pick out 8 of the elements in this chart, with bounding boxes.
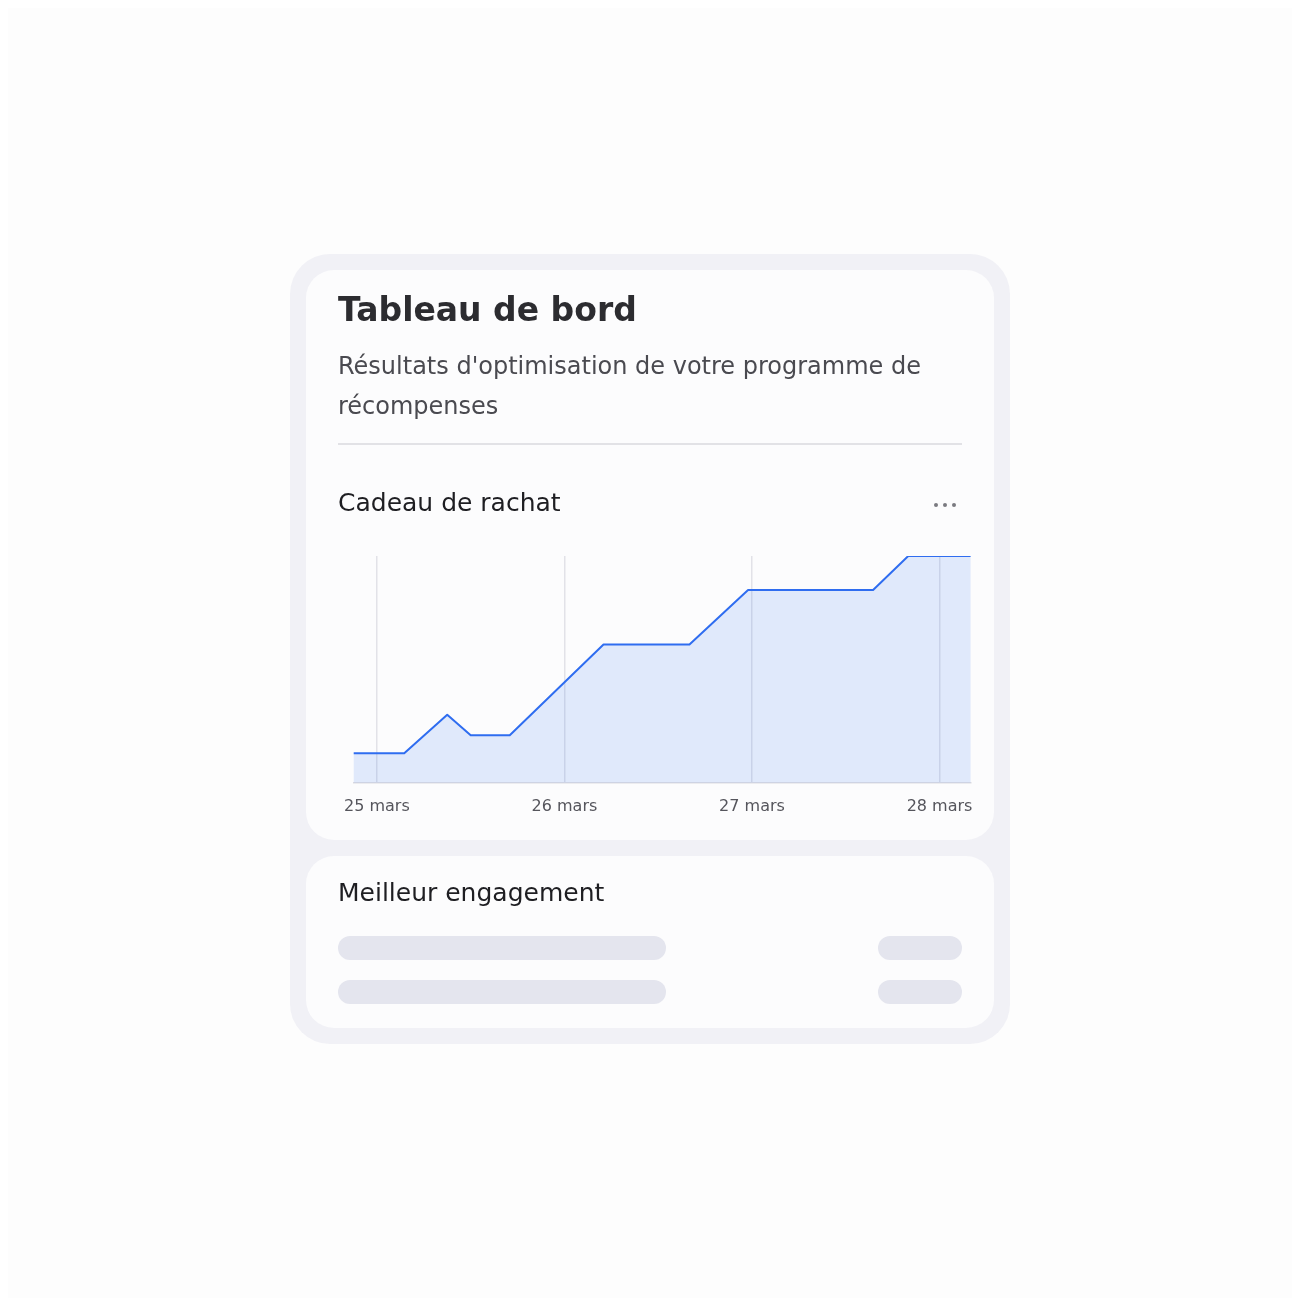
text: Meilleur engagement: [338, 878, 605, 907]
x-tick-label: 27 mars: [719, 795, 785, 815]
chart-title: Tableau de bord: [338, 290, 637, 329]
x-tick-label: 25 mars: [344, 795, 410, 815]
x-tick-label: 26 mars: [531, 795, 598, 815]
x-tick-label: 28 mars: [906, 795, 973, 815]
chart-subtitle: Résultats d'optimisation de votre programme de récompenses: [338, 351, 922, 422]
text: Cadeau de rachat: [338, 488, 561, 517]
